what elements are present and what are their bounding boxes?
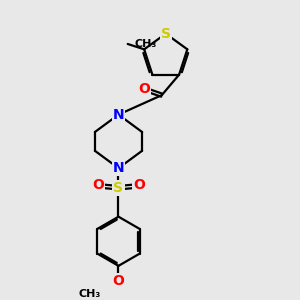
Text: N: N xyxy=(113,108,124,122)
Text: N: N xyxy=(113,161,124,175)
Text: CH₃: CH₃ xyxy=(79,289,101,298)
Text: O: O xyxy=(112,274,124,288)
Text: S: S xyxy=(161,27,171,41)
Text: O: O xyxy=(138,82,150,96)
Text: O: O xyxy=(133,178,145,192)
Text: S: S xyxy=(113,181,124,195)
Text: CH₃: CH₃ xyxy=(135,39,157,49)
Text: O: O xyxy=(92,178,104,192)
